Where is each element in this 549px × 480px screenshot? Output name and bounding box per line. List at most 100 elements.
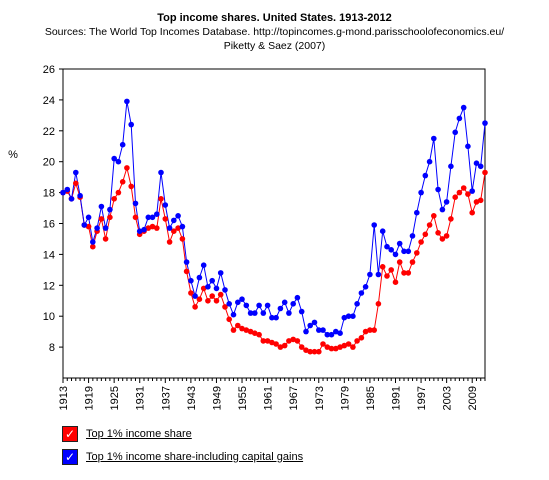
- legend-checkbox-icon[interactable]: ✓: [62, 426, 78, 442]
- series-line-top1-capgains: [62, 101, 486, 336]
- data-point-top1: [418, 239, 424, 245]
- data-point-top1: [200, 285, 207, 292]
- x-tick-label: 2009: [467, 386, 479, 410]
- data-point-top1-capgains: [200, 262, 207, 269]
- legend-checkbox-icon[interactable]: ✓: [62, 449, 78, 465]
- data-point-top1-capgains: [298, 308, 305, 315]
- data-point-top1-capgains: [107, 206, 113, 213]
- data-point-top1-capgains: [333, 328, 339, 335]
- data-point-top1-capgains: [115, 158, 122, 165]
- data-point-top1: [409, 259, 416, 265]
- legend-item-top1[interactable]: ✓ Top 1% income share: [62, 426, 192, 442]
- data-point-top1-capgains: [102, 225, 109, 231]
- legend-label-top1-capgains[interactable]: Top 1% income share-including capital ga…: [86, 451, 304, 463]
- data-point-top1: [188, 290, 194, 296]
- data-point-top1-capgains: [226, 301, 232, 307]
- data-point-top1: [307, 348, 314, 355]
- data-point-top1: [482, 169, 488, 176]
- data-point-top1: [392, 279, 399, 286]
- data-point-top1-capgains: [452, 129, 459, 136]
- series-line-top1: [62, 165, 486, 353]
- data-point-top1-capgains: [320, 327, 326, 333]
- legend-label-top1[interactable]: Top 1% income share: [86, 428, 192, 440]
- data-point-top1-capgains: [473, 160, 480, 166]
- data-point-top1: [247, 328, 254, 335]
- data-point-top1: [431, 213, 437, 219]
- y-tick-label: 12: [43, 280, 55, 292]
- legend-item-top1-capgains[interactable]: ✓ Top 1% income share-including capital …: [62, 449, 303, 465]
- data-point-top1-capgains: [477, 163, 484, 170]
- checkmark-icon: ✓: [64, 450, 76, 464]
- y-tick-label: 10: [43, 311, 55, 323]
- x-tick-label: 1937: [160, 386, 172, 410]
- data-point-top1: [158, 196, 164, 202]
- data-point-top1-capgains: [350, 313, 356, 320]
- data-point-top1-capgains: [337, 330, 343, 337]
- data-point-top1: [132, 214, 139, 221]
- data-point-top1-capgains: [439, 206, 446, 213]
- data-point-top1-capgains: [303, 328, 309, 335]
- data-point-top1: [333, 345, 339, 352]
- data-point-top1: [124, 165, 130, 171]
- data-point-top1: [362, 328, 369, 335]
- data-point-top1-capgains: [362, 284, 369, 290]
- x-tick-label: 1991: [390, 386, 402, 410]
- data-point-top1: [154, 225, 160, 231]
- x-tick-label: 1997: [416, 386, 428, 410]
- x-tick-label: 1985: [365, 386, 377, 410]
- data-point-top1: [171, 228, 177, 234]
- data-point-top1-capgains: [426, 158, 433, 165]
- data-point-top1: [226, 316, 232, 323]
- data-point-top1-capgains: [384, 243, 390, 250]
- x-tick-label: 1919: [84, 386, 96, 410]
- data-point-top1-capgains: [465, 143, 471, 150]
- chart-subtitle-line2: Piketty & Saez (2007): [223, 40, 326, 52]
- data-point-top1: [149, 223, 156, 230]
- chart-subtitle-line1: Sources: The World Top Incomes Database.…: [44, 26, 505, 38]
- data-point-top1-capgains: [149, 214, 156, 221]
- y-tick-label: 26: [43, 64, 55, 76]
- data-point-top1-capgains: [175, 213, 181, 219]
- data-point-top1-capgains: [443, 199, 450, 205]
- data-point-top1-capgains: [388, 247, 395, 253]
- data-point-top1: [358, 335, 365, 341]
- data-point-top1-capgains: [401, 248, 407, 255]
- data-point-top1: [422, 231, 429, 238]
- data-point-top1: [371, 327, 378, 333]
- data-point-top1: [414, 250, 420, 256]
- data-point-top1: [179, 236, 186, 242]
- data-point-top1: [426, 222, 433, 228]
- data-point-top1-capgains: [85, 214, 92, 221]
- data-point-top1: [354, 338, 360, 344]
- data-point-top1-capgains: [124, 98, 130, 105]
- data-point-top1: [311, 348, 318, 355]
- chart-title: Top income shares. United States. 1913-2…: [157, 12, 392, 24]
- data-point-top1: [350, 344, 356, 350]
- x-tick-label: 2003: [442, 386, 454, 410]
- x-tick-label: 1949: [211, 386, 223, 410]
- data-point-top1: [345, 341, 352, 347]
- data-point-top1: [196, 296, 203, 303]
- data-point-top1-capgains: [341, 314, 348, 321]
- data-point-top1: [102, 236, 109, 242]
- data-point-top1-capgains: [405, 248, 412, 255]
- data-point-top1-capgains: [307, 322, 314, 329]
- data-point-top1: [448, 216, 454, 222]
- data-point-top1: [379, 264, 386, 270]
- data-point-top1-capgains: [239, 296, 245, 303]
- data-point-top1-capgains: [469, 188, 476, 194]
- data-point-top1: [192, 304, 198, 310]
- data-point-top1-capgains: [209, 277, 215, 284]
- data-point-top1: [209, 293, 215, 299]
- data-point-top1-capgains: [217, 270, 224, 276]
- data-point-top1-capgains: [154, 211, 160, 217]
- x-tick-label: 1925: [109, 386, 121, 410]
- data-point-top1-capgains: [64, 186, 71, 193]
- data-point-top1-capgains: [166, 225, 173, 231]
- y-tick-label: 24: [43, 95, 55, 107]
- data-point-top1: [222, 304, 228, 310]
- x-tick-label: 1961: [263, 386, 275, 410]
- data-point-top1: [213, 298, 220, 304]
- data-point-top1-capgains: [367, 271, 373, 278]
- data-point-top1: [337, 344, 343, 350]
